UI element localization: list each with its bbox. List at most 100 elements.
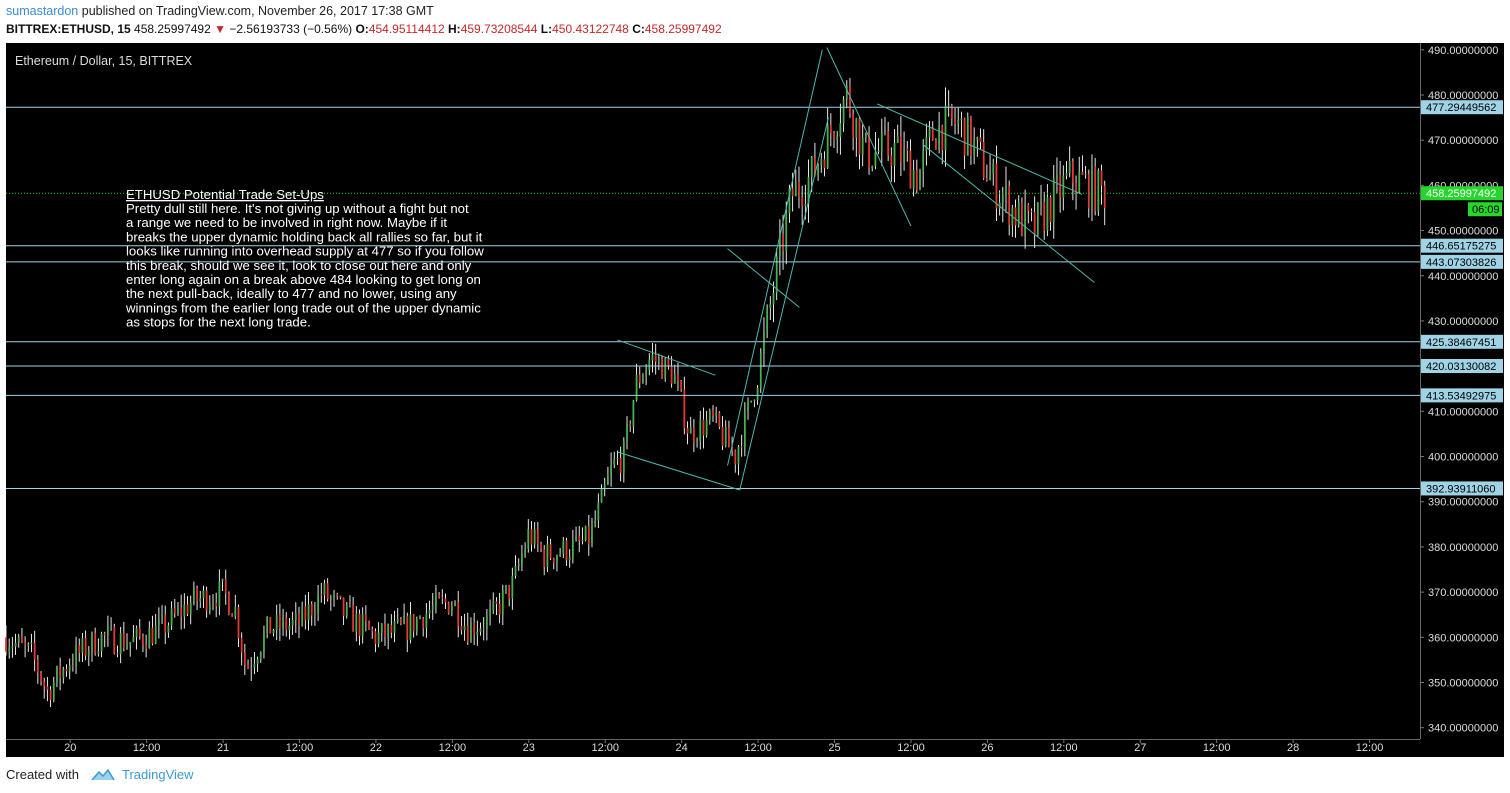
candle-body — [415, 618, 418, 632]
created-with-label: Created with — [6, 767, 79, 782]
candle-body — [728, 427, 730, 448]
candle-body — [540, 543, 542, 550]
candle-body — [489, 610, 491, 616]
candle-body — [1024, 204, 1026, 236]
candle-body — [970, 116, 972, 156]
candle-body — [406, 616, 409, 640]
candle-body — [495, 601, 498, 604]
candle-body — [269, 617, 272, 634]
candle-body — [285, 617, 288, 631]
candle-body — [839, 123, 842, 137]
candle-body — [470, 622, 472, 643]
price-tick-label: 340.00000000 — [1428, 723, 1498, 735]
time-tick-label: 12:00 — [1050, 742, 1078, 754]
candle-body — [521, 554, 523, 565]
candle-body — [243, 652, 246, 665]
candle-body — [291, 619, 294, 626]
candle-body — [30, 642, 33, 644]
level-label-bg — [1421, 238, 1503, 253]
candle-body — [205, 590, 208, 611]
candle-body — [1001, 195, 1004, 203]
candle-body — [657, 358, 660, 362]
trend-line — [617, 339, 716, 376]
time-axis[interactable] — [6, 739, 1504, 757]
annotation-line: enter long again on a break above 484 lo… — [126, 272, 481, 287]
candle-body — [24, 642, 27, 646]
author-link[interactable]: sumastardon — [6, 4, 79, 18]
candle-body — [157, 618, 160, 626]
candle-body — [1033, 212, 1036, 235]
candle-body — [712, 410, 714, 416]
level-label: 443.07303826 — [1426, 257, 1496, 269]
candle-body — [517, 564, 520, 566]
candle-body — [154, 625, 157, 644]
candle-body — [40, 672, 42, 682]
trend-line — [727, 248, 800, 308]
candle-body — [842, 99, 845, 124]
candle-body — [559, 554, 562, 556]
candle-body — [485, 615, 488, 630]
candle-body — [527, 529, 530, 549]
candle-body — [556, 555, 558, 564]
price-tick-label: 430.00000000 — [1428, 316, 1498, 328]
candle-body — [775, 256, 778, 293]
candle-body — [126, 644, 128, 649]
annotation-line: Pretty dull still here. It's not giving … — [126, 201, 469, 216]
tradingview-link[interactable]: TradingView — [122, 767, 194, 782]
candle-body — [428, 609, 431, 614]
candle-body — [431, 605, 434, 610]
candle-body — [371, 629, 374, 632]
candle-body — [632, 400, 635, 427]
candle-body — [84, 638, 87, 656]
candle-body — [938, 125, 941, 150]
candle-body — [1056, 174, 1058, 179]
candle-body — [107, 627, 109, 636]
candle-body — [998, 202, 1001, 209]
candle-body — [492, 601, 495, 611]
candle-body — [100, 633, 103, 652]
candle-body — [861, 137, 864, 155]
close-value: 458.25997492 — [644, 22, 722, 36]
candle-body — [151, 627, 154, 644]
time-tick-label: 27 — [1134, 742, 1146, 754]
candle-body — [963, 118, 966, 156]
level-label-bg — [1421, 334, 1503, 349]
time-tick-label: 12:00 — [744, 742, 772, 754]
candle-body — [282, 617, 284, 629]
candle-body — [275, 614, 278, 631]
candle-body — [161, 615, 163, 619]
candle-body — [1014, 207, 1017, 226]
candle-body — [27, 643, 30, 646]
candle-body — [966, 116, 969, 156]
candle-body — [228, 593, 230, 615]
candle-body — [505, 585, 507, 591]
candle-body — [71, 665, 74, 667]
chart-title: Ethereum / Dollar, 15, BITTREX — [15, 54, 193, 68]
candle-body — [568, 557, 571, 561]
candle-body — [600, 488, 603, 503]
candle-body — [648, 360, 651, 370]
down-arrow-icon: ▼ — [214, 22, 227, 36]
last-price-value: 458.25997492 — [134, 22, 211, 36]
candle-body — [278, 614, 281, 629]
trend-line — [727, 49, 823, 466]
candle-body — [454, 601, 456, 606]
candle-body — [361, 614, 364, 636]
candle-body — [880, 132, 883, 152]
candle-body — [1008, 185, 1011, 226]
countdown-bg — [1468, 202, 1502, 217]
candle-body — [855, 118, 858, 138]
candle-body — [772, 292, 775, 305]
candle-body — [823, 159, 826, 168]
candle-body — [8, 647, 11, 652]
candle-body — [508, 585, 511, 599]
plot-area[interactable] — [6, 43, 1420, 739]
candle-body — [94, 632, 97, 654]
candle-body — [763, 332, 765, 354]
candle-body — [903, 148, 905, 163]
candle-body — [65, 668, 68, 672]
annotation-text: Pretty dull still here. It's not giving … — [125, 201, 484, 330]
candle-body — [412, 614, 415, 632]
candle-body — [329, 597, 332, 600]
